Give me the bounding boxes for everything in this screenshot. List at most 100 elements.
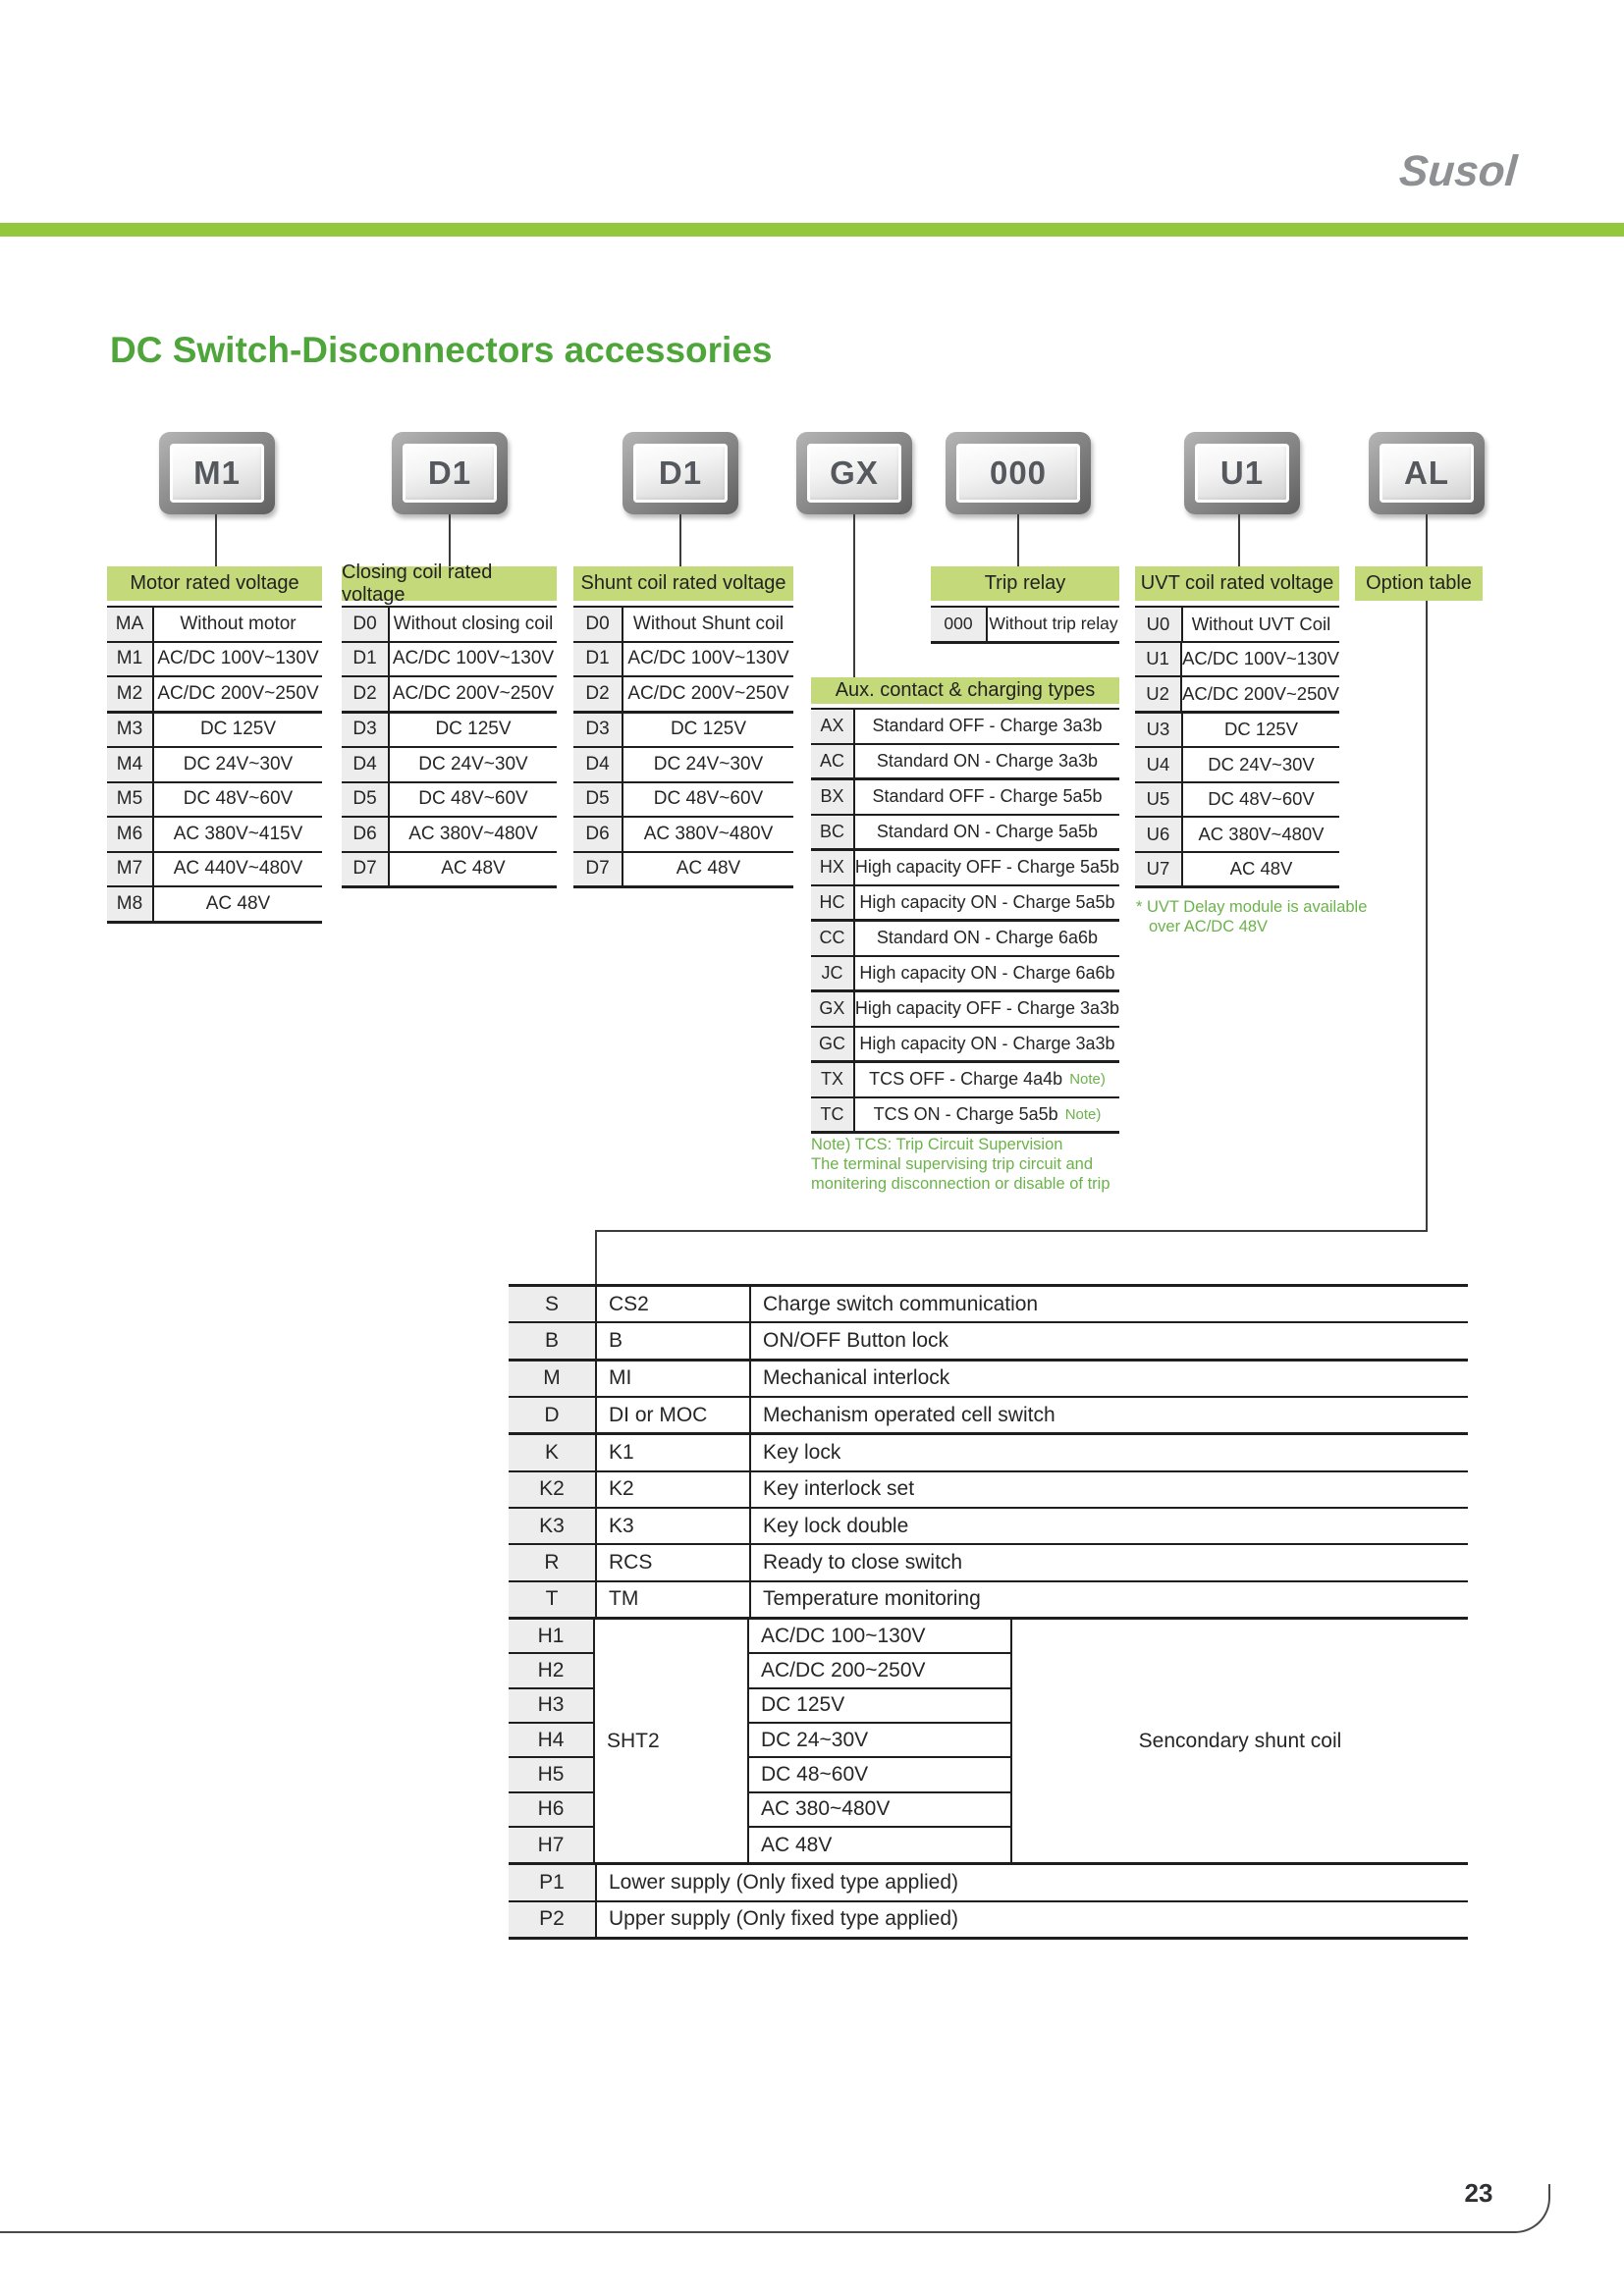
table-row: M3 DC 125V xyxy=(107,713,322,748)
code-cell: M2 xyxy=(107,677,154,711)
value-cell: Without motor xyxy=(180,613,297,634)
code-cell: HX xyxy=(811,851,855,884)
uvt-table: UVT coil rated voltage U0 Without UVT Coil… xyxy=(1135,566,1339,888)
option-code-cell: H3 xyxy=(509,1688,595,1724)
table-row: BX Standard OFF - Charge 5a5b xyxy=(811,780,1119,816)
code-cell: M5 xyxy=(107,782,154,816)
value-cell: DC 48V~60V xyxy=(1208,788,1315,810)
table-row: M2 AC/DC 200V~250V xyxy=(107,677,322,714)
code-cell: U1 xyxy=(1135,642,1183,675)
table-row: BC Standard ON - Charge 5a5b xyxy=(811,815,1119,851)
option-code-cell: K xyxy=(509,1435,597,1470)
uvt-delay-note: * UVT Delay module is available over AC/D… xyxy=(1136,897,1367,936)
option-code-cell: H1 xyxy=(509,1619,595,1655)
option-desc-cell: Charge switch communication xyxy=(763,1292,1039,1315)
code-cell: GC xyxy=(811,1027,855,1060)
value-cell: Without trip relay xyxy=(989,614,1118,634)
option-code-cell: H6 xyxy=(509,1792,595,1828)
aux-table-rows: AX Standard OFF - Charge 3a3b AC Standard O… xyxy=(811,708,1119,1134)
option-row: T TM Temperature monitoring xyxy=(509,1581,1468,1620)
table-row: D7 AC 48V xyxy=(573,852,793,885)
code-cell: D2 xyxy=(573,677,623,711)
code-cell: D6 xyxy=(573,818,623,851)
code-cell: D7 xyxy=(342,852,390,885)
value-cell: DC 48V~60V xyxy=(418,788,528,810)
option-row: K K1 Key lock xyxy=(509,1435,1468,1472)
option-code-cell: P1 xyxy=(509,1865,597,1900)
value-cell: Standard ON - Charge 6a6b xyxy=(876,928,1099,948)
code-box-label: 000 xyxy=(956,444,1080,503)
code-cell: 000 xyxy=(931,608,988,641)
table-row: D1 AC/DC 100V~130V xyxy=(573,642,793,677)
value-cell: TCS OFF - Charge 4a4b Note) xyxy=(869,1069,1106,1090)
option-desc-cell: Key lock xyxy=(763,1440,841,1464)
motor-table: Motor rated voltage MA Without motor M1 AC/D… xyxy=(107,566,322,924)
code-box-d1: D1 xyxy=(392,432,508,514)
table-row: M5 DC 48V~60V xyxy=(107,782,322,818)
code-cell: U5 xyxy=(1135,782,1183,816)
voltage-cell: AC/DC 100~130V xyxy=(749,1620,1010,1655)
table-row: U0 Without UVT Coil xyxy=(1135,608,1339,643)
option-row: R RCS Ready to close switch xyxy=(509,1545,1468,1582)
table-row: D0 Without closing coil xyxy=(342,608,557,643)
footer-rule xyxy=(0,2184,1550,2233)
table-row: D2 AC/DC 200V~250V xyxy=(573,677,793,714)
value-cell: DC 48V~60V xyxy=(653,788,764,810)
code-box-label: GX xyxy=(807,444,901,503)
motor-table-rows: MA Without motor M1 AC/DC 100V~130V M2 AC/DC … xyxy=(107,606,322,924)
connector-line xyxy=(449,514,451,567)
connector-line xyxy=(595,1230,597,1284)
table-row: M8 AC 48V xyxy=(107,887,322,921)
option-type-cell: TM xyxy=(597,1581,751,1617)
option-code-cell: H2 xyxy=(509,1654,595,1689)
code-cell: GX xyxy=(811,992,855,1026)
connector-line xyxy=(679,514,681,567)
connector-line xyxy=(1238,514,1240,567)
option-desc-cell: Ready to close switch xyxy=(763,1550,963,1574)
value-cell: Without closing coil xyxy=(393,613,554,634)
option-code-cell: H7 xyxy=(509,1827,595,1863)
table-row: D3 DC 125V xyxy=(573,713,793,748)
code-box-label: M1 xyxy=(170,444,264,503)
code-cell: D4 xyxy=(573,748,623,781)
code-cell: MA xyxy=(107,608,154,641)
code-box-label: D1 xyxy=(633,444,728,503)
connector-line xyxy=(215,514,217,567)
option-supply-row: P2 Upper supply (Only fixed type applied) xyxy=(509,1901,1468,1937)
uvt-table-header: UVT coil rated voltage xyxy=(1135,566,1339,601)
code-cell: M7 xyxy=(107,852,154,885)
option-row: M MI Mechanical interlock xyxy=(509,1361,1468,1398)
shunt-table: Shunt coil rated voltage D0 Without Shunt … xyxy=(573,566,793,888)
shunt-table-rows: D0 Without Shunt coil D1 AC/DC 100V~130V D2 A… xyxy=(573,606,793,888)
closing-table-header: Closing coil rated voltage xyxy=(342,561,557,606)
option-code-cell: D xyxy=(509,1397,597,1433)
option-type-cell: K2 xyxy=(597,1471,751,1507)
value-cell: DC 24V~30V xyxy=(1208,753,1315,774)
option-desc-cell: Temperature monitoring xyxy=(763,1587,981,1611)
table-row: AC Standard ON - Charge 3a3b xyxy=(811,744,1119,780)
code-cell: D4 xyxy=(342,748,390,781)
code-box-al: AL xyxy=(1369,432,1485,514)
option-type-cell: B xyxy=(597,1323,751,1359)
code-cell: D3 xyxy=(573,713,623,746)
option-code-cell: R xyxy=(509,1545,597,1580)
note-line: Note) TCS: Trip Circuit Supervision xyxy=(811,1136,1063,1153)
value-cell: High capacity ON - Charge 3a3b xyxy=(859,1033,1115,1053)
value-cell: AC 48V xyxy=(205,892,271,914)
table-row: U5 DC 48V~60V xyxy=(1135,782,1339,818)
closing-table: Closing coil rated voltage D0 Without clos… xyxy=(342,561,557,888)
option-desc-cell: Key lock double xyxy=(763,1514,909,1537)
code-cell: M4 xyxy=(107,748,154,781)
option-desc-cell: ON/OFF Button lock xyxy=(763,1328,949,1352)
code-cell: D0 xyxy=(342,608,390,641)
option-code-cell: K2 xyxy=(509,1471,597,1507)
table-row: D5 DC 48V~60V xyxy=(573,782,793,818)
option-type-cell: K1 xyxy=(597,1435,751,1470)
option-type-cell: K3 xyxy=(597,1508,751,1544)
value-cell: High capacity ON - Charge 5a5b xyxy=(859,891,1115,912)
table-row: TC TCS ON - Charge 5a5b Note) xyxy=(811,1097,1119,1131)
option-desc-cell: Key interlock set xyxy=(763,1477,915,1501)
connector-line xyxy=(853,514,855,678)
value-cell: Without Shunt coil xyxy=(632,613,785,634)
closing-table-rows: D0 Without closing coil D1 AC/DC 100V~130V D… xyxy=(342,606,557,888)
